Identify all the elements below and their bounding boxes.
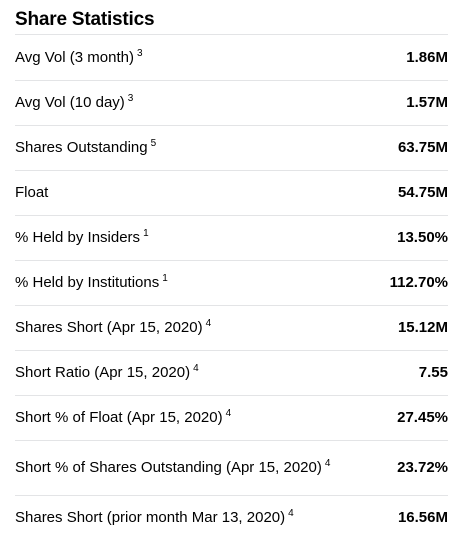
row-label: Float [15,170,355,215]
footnote-marker: 4 [324,458,331,469]
table-row: Float 54.75M [15,170,448,215]
row-value: 112.70% [389,274,448,291]
table-row: Shares Short (prior month Mar 13, 2020) 4… [15,495,448,540]
row-label: Avg Vol (10 day) 3 [15,80,355,125]
row-label: Shares Short (prior month Mar 13, 2020) 4 [15,495,355,540]
footnote-marker: 4 [205,318,212,329]
row-value: 7.55 [418,364,448,381]
label-text: Short % of Shares Outstanding (Apr 15, 2… [15,459,322,476]
row-value: 1.57M [406,94,448,111]
footnote-marker: 4 [193,363,199,374]
table-row: Shares Outstanding 5 63.75M [15,125,448,170]
row-label: Avg Vol (3 month) 3 [15,35,355,80]
footnote-marker: 4 [225,408,232,419]
share-statistics-table: Avg Vol (3 month) 3 1.86M Avg Vol (10 day… [15,35,448,540]
row-value: 54.75M [397,184,448,201]
label-text: Shares Outstanding [15,139,148,156]
label-text: Avg Vol (10 day) [15,94,125,111]
footnote-marker: 1 [143,228,149,239]
label-text: Shares Short (Apr 15, 2020) [15,319,203,336]
footnote-marker: 4 [288,508,294,520]
row-label: Short % of Float (Apr 15, 2020) 4 [15,395,355,440]
row-value: 13.50% [397,229,448,246]
label-text: Avg Vol (3 month) [15,48,134,66]
table-row: Avg Vol (10 day) 3 1.57M [15,80,448,125]
row-value: 23.72% [397,459,448,476]
row-value: 27.45% [397,409,448,426]
section-title: Share Statistics [15,0,448,35]
footnote-marker: 5 [150,138,157,149]
row-label: % Held by Institutions 1 [15,260,355,305]
table-row: % Held by Insiders 1 13.50% [15,215,448,260]
table-row: Short Ratio (Apr 15, 2020) 4 7.55 [15,350,448,395]
footnote-marker: 3 [136,47,143,59]
row-label: Short Ratio (Apr 15, 2020) 4 [15,350,355,395]
table-row: Short % of Float (Apr 15, 2020) 4 27.45% [15,395,448,440]
row-value: 16.56M [397,509,448,527]
table-row: Avg Vol (3 month) 3 1.86M [15,35,448,80]
table-row: Shares Short (Apr 15, 2020) 4 15.12M [15,305,448,350]
label-text: Short Ratio (Apr 15, 2020) [15,364,191,381]
row-label: % Held by Insiders 1 [15,215,355,260]
label-text: % Held by Insiders [15,229,141,246]
row-label: Shares Short (Apr 15, 2020) 4 [15,305,355,350]
row-label: Short % of Shares Outstanding (Apr 15, 2… [15,440,355,495]
footnote-marker: 3 [127,93,134,104]
table-row: Short % of Shares Outstanding (Apr 15, 2… [15,440,448,495]
label-text: Float [15,184,49,201]
row-value: 63.75M [397,139,448,156]
label-text: Shares Short (prior month Mar 13, 2020) [15,509,286,527]
footnote-marker: 1 [162,273,168,284]
table-row: % Held by Institutions 1 112.70% [15,260,448,305]
label-text: Short % of Float (Apr 15, 2020) [15,409,223,426]
row-value: 1.86M [406,48,448,66]
label-text: % Held by Institutions [15,274,160,291]
row-value: 15.12M [397,319,448,336]
row-label: Shares Outstanding 5 [15,125,355,170]
